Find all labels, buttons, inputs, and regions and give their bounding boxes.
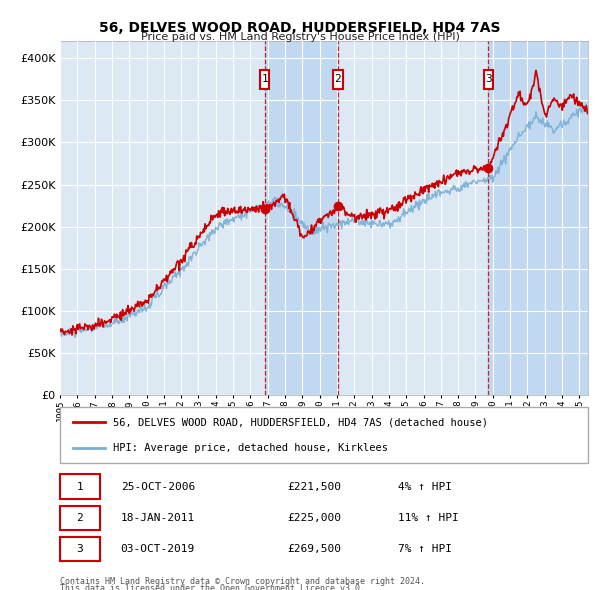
Bar — [338, 41, 488, 395]
FancyBboxPatch shape — [60, 407, 588, 463]
Text: 2: 2 — [334, 74, 341, 84]
FancyBboxPatch shape — [60, 537, 100, 561]
Bar — [488, 41, 588, 395]
FancyBboxPatch shape — [60, 474, 100, 499]
Text: 03-OCT-2019: 03-OCT-2019 — [121, 544, 195, 554]
Text: 1: 1 — [76, 481, 83, 491]
FancyBboxPatch shape — [60, 506, 100, 530]
Text: This data is licensed under the Open Government Licence v3.0.: This data is licensed under the Open Gov… — [60, 584, 365, 590]
Text: 3: 3 — [76, 544, 83, 554]
Text: 3: 3 — [485, 74, 492, 84]
Text: 56, DELVES WOOD ROAD, HUDDERSFIELD, HD4 7AS (detached house): 56, DELVES WOOD ROAD, HUDDERSFIELD, HD4 … — [113, 417, 488, 427]
Text: 1: 1 — [261, 74, 268, 84]
Text: 4% ↑ HPI: 4% ↑ HPI — [398, 481, 452, 491]
Bar — [265, 41, 338, 395]
FancyBboxPatch shape — [260, 70, 269, 88]
FancyBboxPatch shape — [484, 70, 493, 88]
Text: £225,000: £225,000 — [287, 513, 341, 523]
Text: 18-JAN-2011: 18-JAN-2011 — [121, 513, 195, 523]
Text: Price paid vs. HM Land Registry's House Price Index (HPI): Price paid vs. HM Land Registry's House … — [140, 32, 460, 42]
Text: 25-OCT-2006: 25-OCT-2006 — [121, 481, 195, 491]
Text: 2: 2 — [76, 513, 83, 523]
Text: £221,500: £221,500 — [287, 481, 341, 491]
FancyBboxPatch shape — [333, 70, 343, 88]
Text: Contains HM Land Registry data © Crown copyright and database right 2024.: Contains HM Land Registry data © Crown c… — [60, 577, 425, 586]
Text: £269,500: £269,500 — [287, 544, 341, 554]
Text: HPI: Average price, detached house, Kirklees: HPI: Average price, detached house, Kirk… — [113, 443, 388, 453]
Text: 11% ↑ HPI: 11% ↑ HPI — [398, 513, 458, 523]
Text: 7% ↑ HPI: 7% ↑ HPI — [398, 544, 452, 554]
Text: 56, DELVES WOOD ROAD, HUDDERSFIELD, HD4 7AS: 56, DELVES WOOD ROAD, HUDDERSFIELD, HD4 … — [99, 21, 501, 35]
